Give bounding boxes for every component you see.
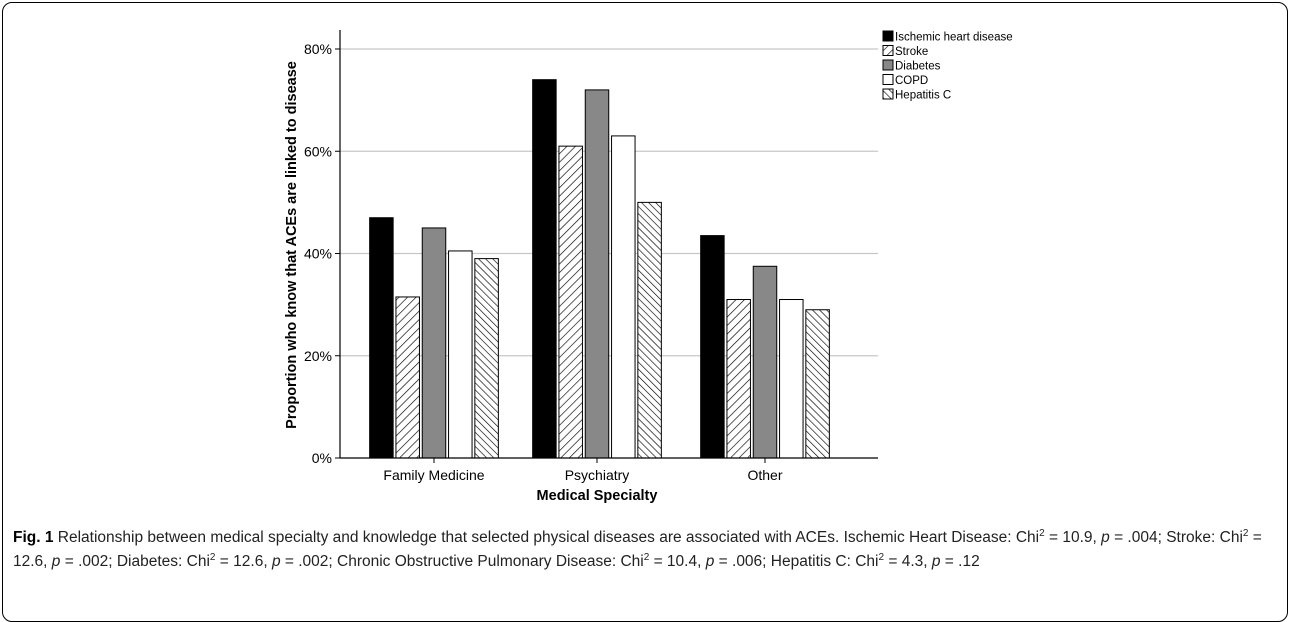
p-symbol: p	[931, 553, 941, 570]
x-tick-label: Other	[747, 467, 782, 483]
caption-text: Relationship between medical specialty a…	[57, 529, 1012, 546]
legend-swatch	[882, 45, 894, 56]
chi-value: = 12.6,	[215, 553, 272, 570]
bar-copd-other	[779, 299, 804, 459]
y-tick-label: 60%	[304, 143, 332, 159]
y-tick-label: 80%	[304, 41, 332, 57]
bar-ischemic-heart-disease-other	[700, 235, 725, 459]
bar-ischemic-heart-disease-psychiatry	[532, 79, 557, 459]
legend-label: Stroke	[895, 46, 928, 58]
legend-swatch	[882, 88, 894, 100]
chi-superscript: 2	[209, 551, 216, 563]
bar-diabetes-psychiatry	[584, 89, 610, 459]
bar-hepatitis-c-psychiatry	[637, 201, 662, 459]
chi-value: = 12.6,	[13, 529, 1262, 570]
chi-label: Chi	[186, 553, 210, 570]
legend: Ischemic heart disease Stroke Diabetes COPD…	[882, 30, 1013, 102]
p-symbol: p	[51, 553, 61, 570]
bar-stroke-family-medicine	[395, 296, 420, 459]
disease-label: Chronic Obstructive Pulmonary Disease:	[337, 553, 621, 570]
y-axis-label: Proportion who know that ACEs are linked…	[284, 61, 300, 429]
p-symbol: p	[271, 553, 281, 570]
chi-superscript: 2	[643, 551, 650, 563]
bar-chart: 0% 20% 40% 60% 80% Family Medicine Psychiatry O…	[284, 30, 1013, 504]
disease-label: Stroke:	[1166, 529, 1220, 546]
p-value: = .12	[940, 553, 980, 570]
chi-value: = 10.4,	[649, 553, 706, 570]
legend-label: COPD	[895, 75, 928, 87]
legend-label: Hepatitis C	[895, 90, 951, 102]
bar-hepatitis-c-other	[805, 309, 830, 459]
legend-swatch	[882, 30, 894, 42]
chi-label: Chi	[1015, 529, 1040, 546]
y-tick-label: 20%	[304, 348, 332, 364]
chi-label: Chi	[620, 553, 644, 570]
bar-stroke-psychiatry	[558, 145, 583, 459]
legend-label: Ischemic heart disease	[895, 32, 1013, 44]
chi-superscript: 2	[878, 551, 885, 563]
legend-swatch	[882, 59, 894, 71]
x-tick-label: Psychiatry	[565, 467, 630, 483]
p-symbol: p	[705, 553, 715, 570]
bar-stroke-other	[726, 299, 751, 459]
legend-swatch	[882, 74, 894, 85]
bar-ischemic-heart-disease-family-medicine	[369, 217, 394, 459]
chi-value: = 10.9,	[1044, 529, 1102, 546]
bar-copd-family-medicine	[448, 250, 473, 459]
disease-label: Hepatitis C:	[770, 553, 856, 570]
bar-diabetes-other	[752, 265, 778, 459]
p-value: = .002;	[280, 553, 338, 570]
p-value: = .002;	[60, 553, 117, 570]
disease-label: Diabetes:	[116, 553, 187, 570]
x-tick-label: Family Medicine	[383, 467, 484, 483]
bars	[369, 79, 830, 459]
legend-label: Diabetes	[895, 61, 941, 73]
chi-label: Chi	[855, 553, 879, 570]
chi-label: Chi	[1219, 529, 1243, 546]
p-value: = .006;	[714, 553, 771, 570]
x-axis-label: Medical Specialty	[537, 488, 658, 504]
figure-label: Fig. 1	[13, 529, 54, 546]
chi-value: = 4.3,	[884, 553, 932, 570]
chi-superscript: 2	[1242, 527, 1249, 539]
bar-hepatitis-c-family-medicine	[474, 258, 499, 459]
chi-superscript: 2	[1039, 527, 1045, 539]
bar-copd-psychiatry	[611, 135, 636, 459]
p-value: = .004;	[1109, 529, 1167, 546]
figure-caption: Fig. 1 Relationship between medical spec…	[13, 526, 1275, 574]
bar-diabetes-family-medicine	[421, 227, 447, 459]
y-tick-label: 40%	[304, 246, 332, 262]
axes: 0% 20% 40% 60% 80% Family Medicine Psychiatry O…	[304, 30, 878, 483]
p-symbol: p	[1101, 529, 1110, 546]
y-tick-label: 0%	[312, 450, 332, 466]
caption-statistics: Chi2 = 10.9, p = .004; Stroke: Chi2 = 12…	[13, 527, 1262, 570]
